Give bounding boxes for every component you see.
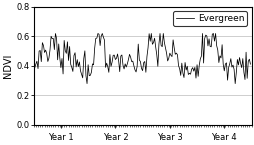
Evergreen bbox=[45, 53, 48, 54]
Evergreen bbox=[248, 63, 251, 65]
Line: Evergreen: Evergreen bbox=[34, 33, 249, 84]
Evergreen bbox=[232, 69, 235, 70]
Evergreen bbox=[85, 83, 88, 85]
Legend: Evergreen: Evergreen bbox=[173, 11, 246, 26]
Y-axis label: NDVI: NDVI bbox=[4, 54, 13, 78]
Evergreen bbox=[32, 59, 35, 61]
Evergreen bbox=[92, 64, 95, 66]
Evergreen bbox=[41, 42, 44, 44]
Evergreen bbox=[54, 33, 57, 34]
Evergreen bbox=[73, 52, 76, 54]
Evergreen bbox=[239, 67, 242, 69]
